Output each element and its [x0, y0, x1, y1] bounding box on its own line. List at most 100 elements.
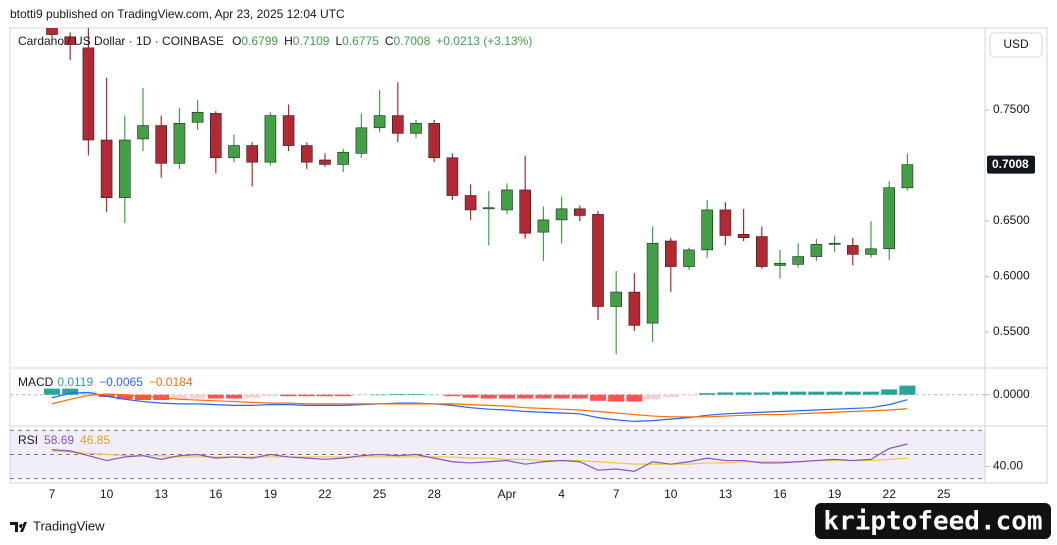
indicator-legend: RSI 58.69 46.85 — [18, 433, 110, 447]
candle-body — [846, 245, 859, 255]
ohlc-value: 0.6799 — [241, 34, 278, 48]
candle-body — [719, 209, 732, 236]
histogram-bar — [80, 391, 97, 395]
candle-body — [628, 291, 641, 326]
y-tick-label: 40.00 — [993, 459, 1023, 473]
rsi-line — [51, 443, 908, 473]
signal-line — [51, 393, 908, 418]
candle-body — [901, 164, 914, 189]
histogram-bar — [553, 394, 570, 399]
candle-body — [865, 248, 877, 255]
x-tick-label: 10 — [100, 487, 114, 501]
histogram-bar — [881, 389, 898, 395]
x-tick-label: 19 — [828, 487, 842, 501]
published-note: btotti9 published on TradingView.com, Ap… — [10, 7, 345, 21]
price-pane — [46, 28, 914, 355]
histogram-bar — [790, 391, 807, 395]
candle-body — [737, 234, 750, 238]
x-tick-label: 16 — [209, 487, 223, 501]
candle-body — [282, 115, 295, 146]
histogram-bar — [444, 394, 461, 397]
candle-body — [391, 115, 404, 134]
x-tick-label: 10 — [664, 487, 678, 501]
candle-body — [246, 145, 258, 163]
x-tick-label: 22 — [883, 487, 897, 501]
histogram-bar — [317, 394, 333, 397]
y-tick-label: 0.5500 — [993, 324, 1030, 338]
last-price-label: 0.7008 — [992, 157, 1029, 171]
candle-body — [482, 207, 495, 210]
histogram-bar — [608, 394, 625, 402]
candle-body — [810, 244, 823, 257]
candle-body — [410, 123, 422, 134]
brand-name: TradingView — [33, 518, 105, 533]
x-tick-label: 13 — [155, 487, 169, 501]
rsi-ma-line — [51, 450, 908, 465]
histogram-bar — [116, 394, 133, 400]
candle-body — [828, 242, 841, 245]
currency-button[interactable] — [989, 32, 1043, 58]
x-tick-label: 4 — [558, 487, 565, 501]
change-label: +0.0213 (+3.13%) — [436, 34, 532, 48]
histogram-bar — [189, 394, 206, 399]
ohlc-value: 0.7109 — [293, 34, 330, 48]
histogram-bar — [662, 394, 679, 397]
candle-body — [537, 219, 550, 233]
candle-body — [701, 209, 714, 251]
histogram-bar — [280, 394, 297, 397]
histogram-bar — [298, 394, 315, 397]
histogram-bar — [535, 394, 552, 399]
candle-body — [82, 47, 95, 141]
candle-body — [155, 125, 167, 164]
histogram-bar — [171, 394, 188, 400]
ohlc-value: 0.6775 — [342, 34, 379, 48]
indicator-legend: MACD 0.0119 −0.0065 −0.0184 — [18, 375, 193, 389]
candle-body — [46, 28, 58, 35]
candle-body — [210, 113, 222, 159]
histogram-bar — [590, 394, 606, 401]
indicator-name: MACD — [18, 375, 54, 389]
watermark-box — [815, 503, 1051, 539]
histogram-bar — [699, 393, 716, 395]
histogram-bar — [899, 385, 916, 395]
currency-label: USD — [1003, 37, 1029, 51]
candle-body — [683, 249, 695, 267]
histogram-bar — [135, 394, 151, 401]
histogram-bar — [262, 394, 279, 397]
candle-body — [173, 123, 186, 164]
histogram-bar — [863, 391, 879, 395]
candle-body — [610, 291, 623, 307]
histogram-bar — [808, 391, 825, 395]
candle-body — [555, 208, 568, 221]
histogram-bar — [735, 392, 752, 395]
last-price-box — [987, 155, 1035, 174]
candle-body — [119, 139, 131, 199]
candle-body — [373, 115, 386, 129]
candle-body — [464, 195, 477, 211]
ohlc-label: L — [335, 34, 342, 48]
histogram-bar — [480, 394, 497, 399]
histogram-bar — [644, 394, 661, 400]
histogram-bar — [62, 388, 79, 395]
histogram-bar — [681, 394, 697, 396]
candle-body — [519, 189, 532, 234]
candle-body — [664, 240, 677, 267]
indicator-name: RSI — [18, 433, 38, 447]
y-tick-label: 0.0000 — [993, 387, 1030, 401]
candle-body — [573, 208, 586, 216]
histogram-bar — [389, 393, 406, 395]
legend-value: −0.0065 — [99, 375, 143, 389]
histogram-bar — [517, 394, 534, 399]
ohlc-value: 0.7008 — [394, 34, 431, 48]
candle-body — [137, 125, 149, 140]
x-tick-label: 7 — [613, 487, 620, 501]
histogram-bar — [499, 394, 515, 399]
candle-body — [592, 214, 604, 307]
x-tick-label: 19 — [264, 487, 278, 501]
legend-value: −0.0184 — [149, 375, 193, 389]
candle-body — [64, 36, 76, 45]
y-tick-label: 0.6500 — [993, 213, 1030, 227]
candle-body — [755, 236, 768, 267]
